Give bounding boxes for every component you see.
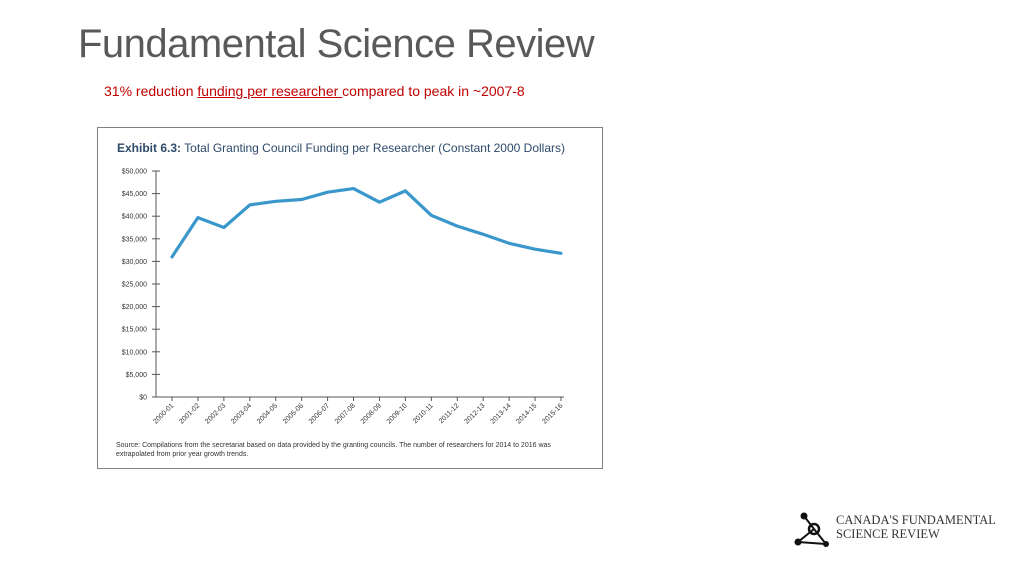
x-tick-label: 2009-10 (386, 402, 409, 425)
x-axis: 2000-01 2001-02 2002-03 2003-04 2004-05 2005-… (152, 396, 564, 426)
line-chart: $0 $5,000 $10,000 $15,000 $20,000 $25,000 $30,… (122, 169, 565, 426)
x-tick-label: 2014-15 (515, 402, 538, 425)
y-tick-label: $30,000 (122, 259, 147, 266)
x-tick-label: 2006-07 (308, 402, 331, 425)
x-tick-label: 2007-08 (334, 402, 357, 425)
y-tick-label: $50,000 (122, 169, 147, 176)
logo-text: CANADA'S FUNDAMENTAL SCIENCE REVIEW (836, 513, 996, 541)
exhibit-caption: Total Granting Council Funding per Resea… (184, 141, 565, 155)
logo-line-1: CANADA'S FUNDAMENTAL (836, 513, 996, 527)
chart-title: Exhibit 6.3: Total Granting Council Fund… (117, 141, 565, 155)
x-tick-label: 2000-01 (152, 402, 175, 425)
x-tick-label: 2001-02 (178, 402, 201, 425)
y-tick-label: $25,000 (122, 282, 147, 289)
data-series (170, 186, 563, 259)
x-tick-label: 2011-12 (438, 402, 461, 425)
x-tick-label: 2005-06 (282, 402, 305, 425)
slide-subtitle: 31% reduction funding per researcher com… (104, 83, 525, 99)
x-tick-label: 2003-04 (230, 402, 253, 425)
y-tick-label: $15,000 (122, 327, 147, 334)
y-tick-label: $5,000 (126, 372, 148, 379)
slide-title: Fundamental Science Review (78, 22, 595, 66)
exhibit-image: Exhibit 6.3: Total Granting Council Fund… (97, 127, 603, 469)
x-tick-label: 2013-14 (489, 402, 512, 425)
subtitle-underlined-text: funding per researcher (197, 83, 343, 99)
x-tick-label: 2015-16 (541, 402, 564, 425)
y-tick-label: $10,000 (122, 349, 147, 356)
x-tick-label: 2002-03 (204, 402, 227, 425)
x-tick-label: 2010-11 (412, 402, 435, 425)
logo-line-2: SCIENCE REVIEW (836, 527, 940, 541)
source-note: Source: Compilations from the secretaria… (116, 442, 551, 458)
subtitle-text-start: 31% reduction (104, 83, 198, 99)
y-tick-label: $0 (139, 395, 147, 402)
y-tick-label: $35,000 (122, 236, 147, 243)
y-tick-label: $20,000 (122, 304, 147, 311)
series-line (170, 186, 563, 259)
network-nodes-icon (794, 512, 829, 547)
x-tick-label: 2012-13 (463, 402, 486, 425)
x-tick-label: 2004-05 (256, 402, 279, 425)
exhibit-label: Exhibit 6.3: (117, 141, 182, 155)
y-axis: $0 $5,000 $10,000 $15,000 $20,000 $25,000 $30,… (122, 169, 160, 402)
y-tick-label: $40,000 (122, 214, 147, 221)
subtitle-text-end: compared to peak in ~2007-8 (342, 83, 525, 99)
y-tick-label: $45,000 (122, 191, 147, 198)
x-tick-label: 2008-09 (360, 402, 383, 425)
